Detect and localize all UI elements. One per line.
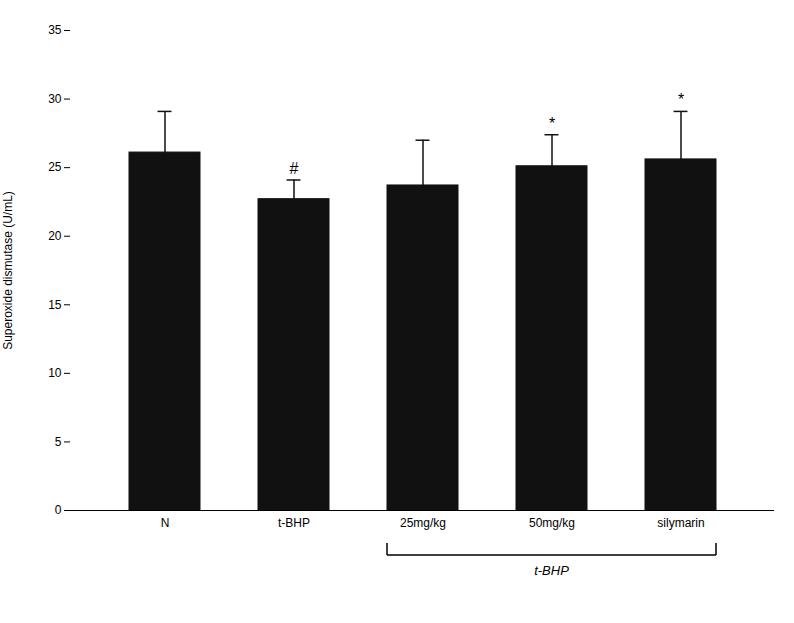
svg-text:25mg/kg: 25mg/kg xyxy=(400,516,446,530)
svg-text:10: 10 xyxy=(48,366,62,380)
svg-text:35: 35 xyxy=(48,23,62,37)
svg-text:25: 25 xyxy=(48,160,62,174)
svg-text:t-BHP: t-BHP xyxy=(278,516,310,530)
svg-text:silymarin: silymarin xyxy=(657,516,704,530)
svg-text:N: N xyxy=(161,516,170,530)
svg-text:20: 20 xyxy=(48,229,62,243)
svg-text:Superoxide dismutase (U/mL): Superoxide dismutase (U/mL) xyxy=(1,191,15,350)
svg-text:5: 5 xyxy=(55,435,62,449)
svg-text:*: * xyxy=(678,91,684,108)
svg-text:*: * xyxy=(549,115,555,132)
svg-text:50mg/kg: 50mg/kg xyxy=(529,516,575,530)
svg-text:t-BHP: t-BHP xyxy=(534,563,569,578)
svg-text:30: 30 xyxy=(48,92,62,106)
svg-text:#: # xyxy=(290,160,299,177)
svg-text:15: 15 xyxy=(48,298,62,312)
svg-text:0: 0 xyxy=(55,503,62,517)
